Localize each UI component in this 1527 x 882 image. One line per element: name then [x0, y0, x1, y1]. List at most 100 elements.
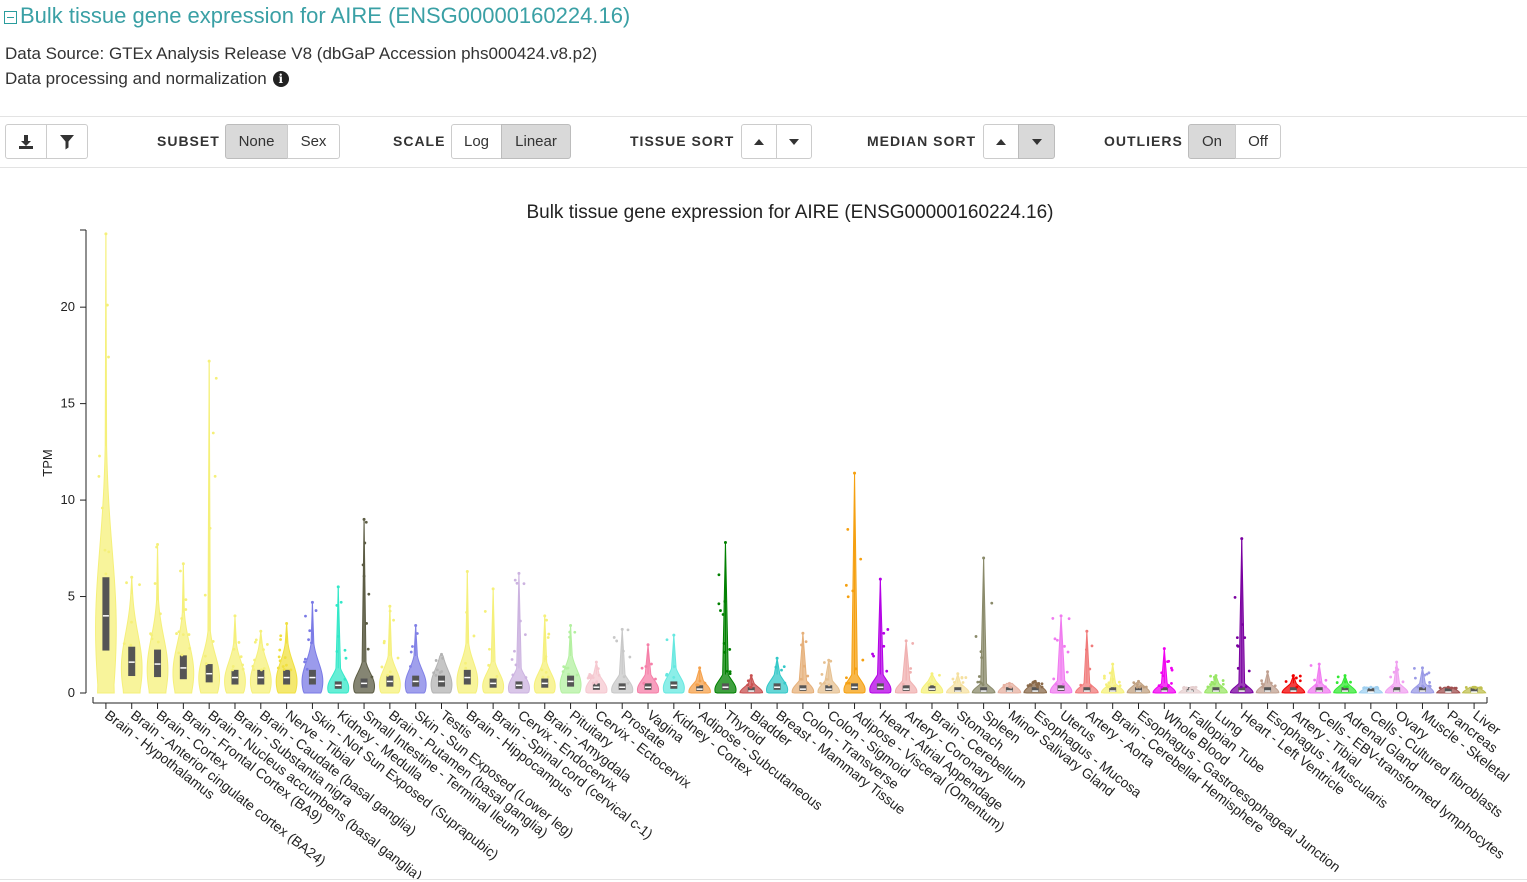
info-icon[interactable]: i: [272, 71, 289, 87]
outlier-point: [237, 641, 241, 644]
iqr-box: [1264, 687, 1272, 692]
outlier-point: [1142, 685, 1146, 689]
outlier-point: [1213, 677, 1217, 681]
outlier-point: [1108, 671, 1112, 675]
outlier-point: [823, 681, 826, 685]
violin: [120, 575, 143, 694]
outlier-point: [260, 668, 263, 672]
outlier-point: [511, 673, 515, 677]
outlier-point: [177, 651, 181, 655]
outlier-point: [265, 643, 269, 646]
outlier-point: [872, 654, 875, 658]
outlier-point: [1206, 685, 1210, 689]
outlier-point: [254, 638, 258, 642]
outlier-point: [543, 657, 547, 661]
outlier-point: [1244, 685, 1248, 689]
outlier-point: [1088, 667, 1092, 671]
subset-sex-button[interactable]: Sex: [287, 124, 340, 159]
outlier-point: [156, 640, 160, 644]
median-sort-asc-button[interactable]: [983, 124, 1019, 159]
outlier-point: [746, 679, 750, 683]
outlier-point: [335, 650, 339, 653]
outlier-point: [278, 659, 282, 663]
outlier-point: [1035, 683, 1038, 686]
outlier-point: [851, 589, 855, 593]
scale-log-button[interactable]: Log: [451, 124, 502, 159]
outlier-point: [878, 577, 882, 581]
violin: [249, 629, 272, 694]
tissue-sort-label: TISSUE SORT: [630, 133, 735, 149]
violin: [1177, 685, 1203, 694]
outlier-point: [1425, 672, 1429, 676]
outlier-point: [1273, 684, 1277, 688]
outlier-point: [540, 668, 544, 672]
tissue-sort-desc-button[interactable]: [776, 124, 812, 159]
outlier-point: [253, 658, 256, 662]
outlier-point: [827, 683, 831, 687]
outlier-point: [861, 658, 865, 662]
violin: [766, 656, 789, 694]
page-title: Bulk tissue gene expression for AIRE (EN…: [20, 3, 631, 28]
outlier-point: [513, 578, 517, 582]
iqr-box: [1031, 687, 1039, 692]
outlier-point: [1349, 680, 1352, 684]
processing-link[interactable]: Data processing and normalization i: [5, 69, 289, 89]
outlier-point: [308, 629, 312, 633]
violin-body: [95, 233, 117, 694]
outlier-point: [961, 681, 965, 684]
violin: [1358, 685, 1384, 694]
outlier-point: [1336, 675, 1340, 679]
violin: [172, 562, 195, 694]
median-sort-desc-button[interactable]: [1018, 124, 1055, 159]
caret-up-icon: [996, 138, 1006, 145]
outliers-off-button[interactable]: Off: [1235, 124, 1281, 159]
page-title-row[interactable]: Bulk tissue gene expression for AIRE (EN…: [4, 2, 630, 30]
outlier-point: [1103, 674, 1106, 678]
collapse-icon[interactable]: [4, 10, 17, 24]
outlier-point: [717, 573, 721, 577]
filter-button[interactable]: [46, 124, 88, 159]
iqr-box: [1212, 687, 1220, 692]
outlier-point: [1113, 684, 1117, 688]
outlier-point: [1053, 637, 1057, 641]
outlier-point: [1170, 682, 1173, 685]
outlier-point: [640, 666, 644, 670]
tissue-sort-asc-button[interactable]: [741, 124, 777, 159]
outliers-on-button[interactable]: On: [1188, 124, 1236, 159]
violin: [275, 622, 298, 694]
outlier-point: [181, 562, 185, 566]
outlier-point: [976, 680, 980, 684]
violin: [1075, 629, 1099, 694]
outlier-point: [1369, 685, 1373, 689]
outlier-point: [213, 474, 217, 478]
violin-body: [120, 577, 143, 694]
violin: [533, 614, 556, 694]
outlier-point: [285, 622, 289, 626]
outlier-point: [938, 673, 941, 677]
outlier-point: [304, 614, 307, 618]
violin: [585, 660, 608, 694]
subset-none-button[interactable]: None: [225, 124, 288, 159]
violin: [1255, 670, 1280, 694]
outlier-point: [562, 665, 566, 669]
download-button[interactable]: [5, 124, 47, 159]
scale-linear-button[interactable]: Linear: [501, 124, 571, 159]
outlier-point: [1111, 662, 1115, 666]
outlier-point: [361, 563, 365, 567]
outlier-point: [1160, 685, 1164, 689]
outlier-point: [930, 672, 934, 676]
outlier-point: [231, 665, 235, 668]
toolbar-top-divider: [0, 116, 1527, 117]
outlier-point: [105, 303, 109, 307]
outlier-point: [1395, 660, 1399, 664]
outlier-point: [283, 656, 287, 659]
outlier-point: [978, 680, 982, 684]
outlier-point: [1033, 679, 1037, 683]
outlier-point: [138, 583, 141, 587]
outlier-point: [491, 587, 495, 591]
outlier-point: [129, 643, 133, 647]
violin: [482, 587, 505, 694]
outlier-point: [1428, 681, 1431, 684]
outlier-point: [575, 673, 579, 677]
x-axis: [92, 697, 1488, 709]
